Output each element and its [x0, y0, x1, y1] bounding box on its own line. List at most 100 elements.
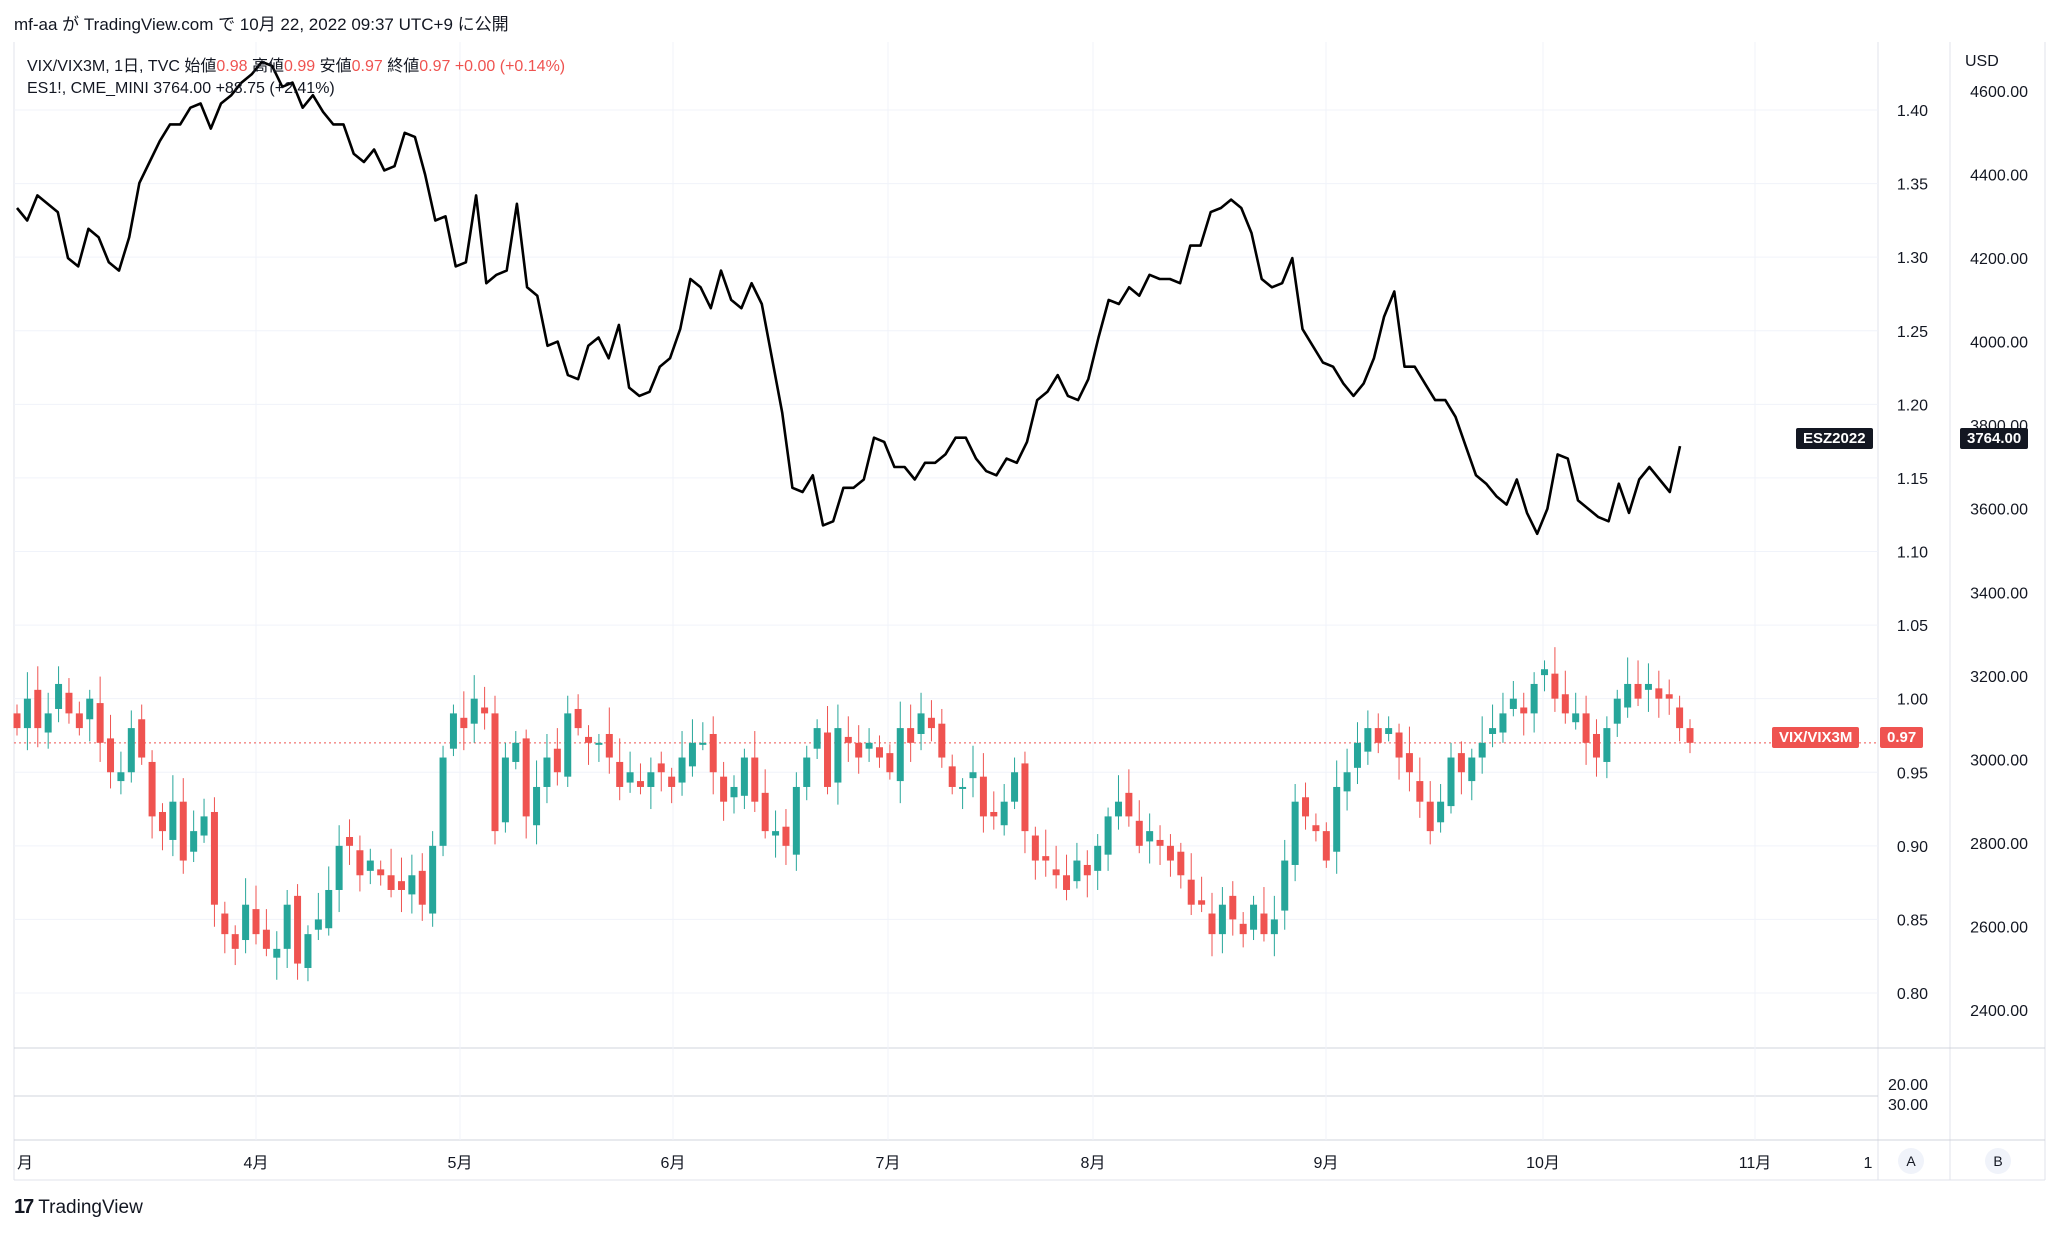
candle-body [803, 757, 811, 787]
candle-body [647, 772, 655, 787]
legend-ratio[interactable]: VIX/VIX3M, 1日, TVC 始値0.98 高値0.99 安値0.97 … [27, 52, 565, 76]
candle-body [1530, 683, 1538, 714]
candle-body [1000, 801, 1008, 826]
inner-y-tick-label: 0.90 [1897, 839, 1928, 856]
candle-body [501, 757, 509, 823]
candle-body [117, 772, 125, 782]
x-tick-label: 4月 [244, 1155, 269, 1172]
es-line-series [15, 60, 1682, 536]
candle-body [86, 698, 94, 720]
candle-body [1561, 694, 1569, 714]
inner-y-tick-label: 1.30 [1897, 250, 1928, 267]
outer-y-tick-label: 3200.00 [1970, 669, 2028, 686]
candle-body [875, 747, 883, 758]
candle-body [408, 875, 416, 895]
outer-y-tick-label: 3000.00 [1970, 752, 2028, 769]
candle-body [1125, 792, 1133, 817]
candle-body [1499, 713, 1507, 733]
candle-body [1353, 742, 1361, 768]
candle-body [356, 850, 364, 876]
outer-y-tick-label: 3400.00 [1970, 585, 2028, 602]
candle-body [221, 913, 229, 935]
candle-body [616, 761, 624, 787]
lower-pane-tick-label: 30.00 [1888, 1097, 1928, 1114]
legend-change: +0.00 (+0.14%) [454, 58, 566, 75]
inner-y-tick-label: 1.40 [1897, 103, 1928, 120]
candle-body [553, 748, 561, 773]
candle-body [844, 736, 852, 743]
candle-body [1686, 728, 1694, 743]
tradingview-logo-icon: 17 [14, 1196, 34, 1218]
candle-body [979, 776, 987, 817]
outer-y-tick-label: 4400.00 [1970, 168, 2028, 185]
candle-body [1613, 698, 1621, 724]
candle-body [1644, 683, 1652, 690]
candle-body [1582, 713, 1590, 743]
candle-body [1333, 786, 1341, 852]
candle-body [626, 772, 634, 783]
candle-body [1229, 895, 1237, 920]
ratio-value-tag: 0.97 [1880, 727, 1924, 748]
candle-body [657, 763, 665, 773]
outer-y-tick-label: 4200.00 [1970, 251, 2028, 268]
legend-es-change: +88.75 (+2.41%) [215, 80, 335, 97]
publish-info: mf-aa が TradingView.com で 10月 22, 2022 0… [14, 15, 509, 34]
inner-y-tick-label: 1.25 [1897, 324, 1928, 341]
candle-body [824, 732, 832, 787]
legend-high-value: 0.99 [284, 58, 316, 75]
inner-y-tick-label: 1.15 [1897, 471, 1928, 488]
candle-body [1302, 797, 1310, 817]
candle-body [740, 757, 748, 796]
candle-body [1520, 707, 1528, 714]
candle-body [543, 757, 551, 787]
candle-body [1572, 713, 1580, 723]
candle-body [1457, 753, 1465, 773]
candle-body [1405, 753, 1413, 773]
x-tick-label: 8月 [1081, 1155, 1106, 1172]
legend-es[interactable]: ES1!, CME_MINI 3764.00 +88.75 (+2.41%) [27, 80, 335, 98]
candle-body [294, 895, 302, 964]
candle-body [1437, 801, 1445, 823]
candle-body [1114, 801, 1122, 817]
candle-body [1198, 900, 1206, 905]
footer-brand-name: TradingView [38, 1196, 143, 1218]
candle-body [1468, 757, 1476, 782]
candle-body [1541, 669, 1549, 676]
candle-body [574, 708, 582, 729]
legend-high-label: 高値 [252, 58, 285, 75]
candle-body [772, 831, 780, 836]
candle-body [751, 757, 759, 802]
candle-body [273, 948, 281, 958]
candle-body [1021, 763, 1029, 832]
candle-body [917, 713, 925, 734]
candle-body [636, 781, 644, 787]
scale-button-b[interactable]: B [1985, 1148, 2011, 1174]
candle-body [1281, 860, 1289, 911]
footer-brand[interactable]: 17 TradingView [14, 1196, 143, 1219]
candle-body [668, 776, 676, 787]
outer-y-tick-label: 4600.00 [1970, 84, 2028, 101]
candle-body [1489, 728, 1497, 734]
x-tick-label: 10月 [1526, 1155, 1560, 1172]
candle-body [1156, 839, 1164, 846]
candle-body [1291, 801, 1299, 865]
candle-body [470, 698, 478, 724]
candle-body [855, 742, 863, 758]
candle-body [418, 870, 426, 905]
legend-es-value: 3764.00 [153, 80, 212, 97]
candle-body [1603, 728, 1611, 762]
candle-body [44, 713, 52, 733]
candle-body [377, 869, 385, 876]
candle-body [1208, 913, 1216, 935]
candle-body [148, 761, 156, 817]
candle-body [1624, 683, 1632, 708]
candle-body [1665, 694, 1673, 699]
scale-button-a[interactable]: A [1898, 1148, 1924, 1174]
candle-body [96, 703, 104, 743]
x-tick-label: 11月 [1739, 1155, 1772, 1172]
candle-body [927, 717, 935, 729]
candle-body [1416, 781, 1424, 802]
header-bar: mf-aa が TradingView.com で 10月 22, 2022 0… [0, 0, 2057, 40]
candle-body [720, 776, 728, 802]
